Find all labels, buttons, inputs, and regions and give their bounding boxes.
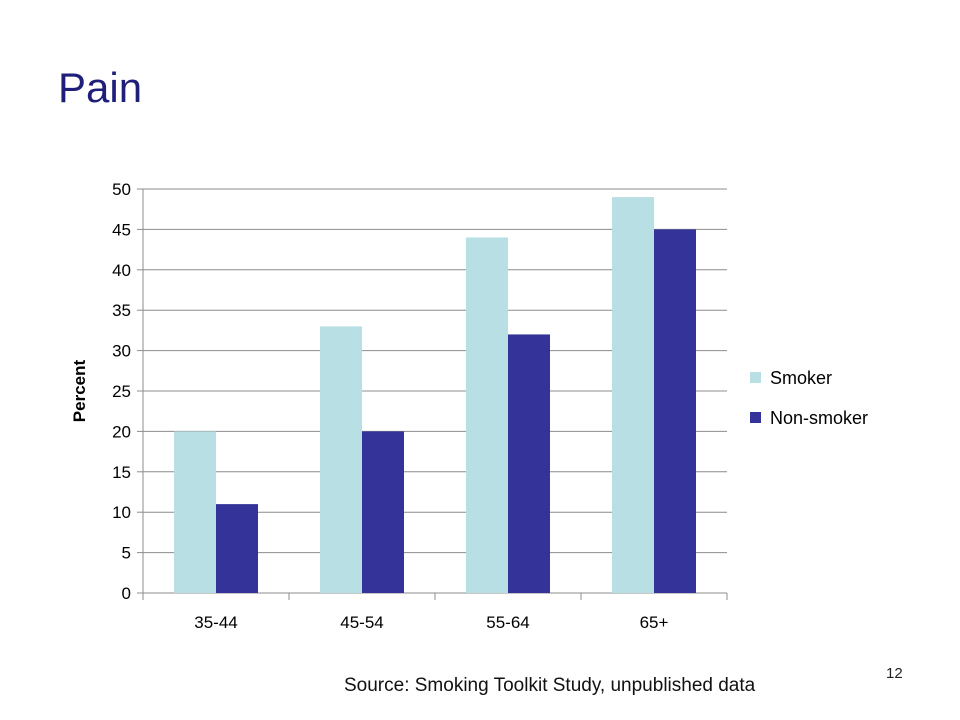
y-tick-label: 35 xyxy=(112,301,131,320)
bar-smoker xyxy=(466,237,508,594)
y-tick-label: 0 xyxy=(122,584,131,603)
bar-smoker xyxy=(174,431,216,593)
x-tick-label: 65+ xyxy=(640,613,669,632)
y-tick-label: 25 xyxy=(112,382,131,401)
y-axis-label: Percent xyxy=(70,359,89,422)
bar-non-smoker xyxy=(362,431,404,593)
y-tick-label: 50 xyxy=(112,180,131,199)
y-tick-label: 40 xyxy=(112,261,131,280)
y-tick-label: 20 xyxy=(112,422,131,441)
y-tick-label: 15 xyxy=(112,463,131,482)
legend-label: Non-smoker xyxy=(770,408,868,428)
x-tick-label: 35-44 xyxy=(194,613,237,632)
bar-non-smoker xyxy=(654,229,696,593)
bar-non-smoker xyxy=(508,334,550,593)
legend-label: Smoker xyxy=(770,368,832,388)
y-tick-label: 5 xyxy=(122,544,131,563)
y-tick-label: 30 xyxy=(112,342,131,361)
y-tick-label: 45 xyxy=(112,220,131,239)
bar-smoker xyxy=(320,326,362,593)
bar-non-smoker xyxy=(216,504,258,593)
legend-swatch xyxy=(750,412,761,423)
x-tick-label: 45-54 xyxy=(340,613,383,632)
source-note: Source: Smoking Toolkit Study, unpublish… xyxy=(344,675,756,696)
x-tick-label: 55-64 xyxy=(486,613,529,632)
page-number: 12 xyxy=(886,665,903,682)
slide-title: Pain xyxy=(58,64,143,111)
legend-swatch xyxy=(750,372,761,383)
y-tick-label: 10 xyxy=(112,503,131,522)
bar-smoker xyxy=(612,197,654,593)
